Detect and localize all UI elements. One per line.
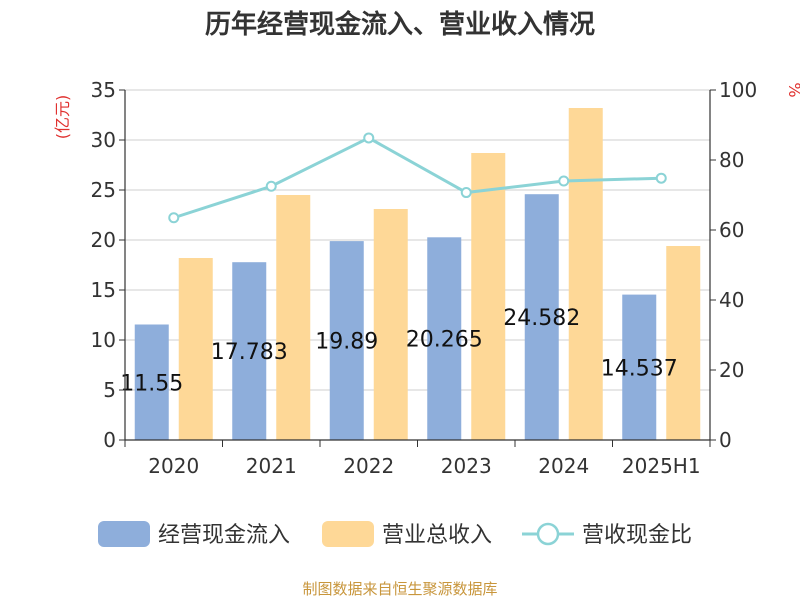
left-tick-label: 30: [91, 128, 116, 152]
legend-swatch-revenue: [322, 521, 374, 547]
left-tick-label: 10: [91, 328, 116, 352]
bar-cash-inflow: [134, 324, 169, 440]
ratio-point: [558, 175, 570, 187]
left-tick-label: 0: [103, 428, 116, 452]
bar-revenue: [666, 246, 701, 440]
data-label: 24.582: [503, 306, 580, 331]
legend-label-revenue: 营业总收入: [382, 523, 492, 548]
legend-label-cash-inflow: 经营现金流入: [158, 523, 290, 548]
x-tick-label: 2020: [148, 454, 199, 478]
bar-revenue: [568, 108, 603, 440]
ratio-line-path: [173, 136, 662, 220]
x-tick-label: 2024: [538, 454, 589, 478]
x-tick-label: 2025H1: [622, 454, 701, 478]
left-axis-label: (亿元): [53, 95, 72, 140]
left-tick-label: 15: [91, 278, 116, 302]
ratio-point: [363, 132, 375, 144]
bar-cash-inflow: [329, 241, 364, 440]
grid-lines: [125, 89, 710, 391]
legend-label-ratio: 营收现金比: [582, 523, 692, 548]
data-label: 20.265: [406, 328, 483, 353]
left-tick-label: 35: [91, 78, 116, 102]
left-tick-label: 20: [91, 228, 116, 252]
data-label: 17.783: [211, 340, 288, 365]
bar-revenue: [471, 153, 506, 440]
ratio-point: [655, 172, 667, 184]
right-tick-label: 60: [719, 218, 744, 242]
ratio-point: [460, 187, 472, 199]
right-tick-label: 100: [719, 78, 757, 102]
x-tick-label: 2022: [343, 454, 394, 478]
data-label: 11.55: [120, 371, 183, 396]
right-tick-label: 20: [719, 358, 744, 382]
legend-swatch-cash-inflow: [98, 521, 150, 547]
bar-revenue: [178, 258, 213, 440]
ratio-point: [265, 180, 277, 192]
left-tick-label: 5: [103, 378, 116, 402]
legend: 经营现金流入 营业总收入 营收现金比: [98, 521, 692, 548]
left-tick-label: 25: [91, 178, 116, 202]
right-tick-label: 40: [719, 288, 744, 312]
right-tick-label: 80: [719, 148, 744, 172]
footer-source: 制图数据来自恒生聚源数据库: [302, 580, 497, 598]
bar-revenue: [276, 195, 311, 440]
ratio-line: [168, 132, 667, 224]
data-label: 19.89: [315, 330, 378, 355]
data-labels: 11.55 17.783 19.89 20.265 24.582 14.537: [120, 306, 677, 396]
x-tick-label: 2023: [441, 454, 492, 478]
bar-revenue: [373, 209, 408, 440]
data-label: 14.537: [601, 356, 678, 381]
axes: 0 5 10 15 20 25 30 35 0 20 40 60 80 100 2020 2021 2022 20…: [91, 78, 758, 478]
bar-cash-inflow: [524, 194, 559, 440]
bars: [134, 108, 701, 440]
bar-cash-inflow: [622, 294, 657, 440]
right-tick-label: 0: [719, 428, 732, 452]
bar-cash-inflow: [232, 262, 267, 440]
right-axis-label: %: [785, 82, 800, 97]
legend-swatch-ratio-marker: [536, 522, 560, 546]
x-tick-label: 2021: [246, 454, 297, 478]
bar-cash-inflow: [427, 237, 462, 440]
chart-title: 历年经营现金流入、营业收入情况: [205, 9, 595, 40]
ratio-point: [168, 212, 180, 224]
